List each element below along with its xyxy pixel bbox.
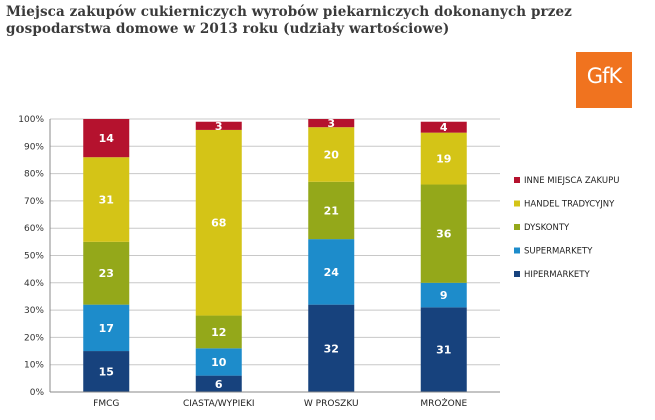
data-label: 3	[215, 120, 223, 133]
bar-segment	[420, 307, 467, 392]
data-label: 19	[436, 153, 451, 166]
bar-segment	[308, 181, 355, 240]
y-tick-label: 30%	[24, 306, 44, 316]
y-tick-label: 100%	[18, 115, 44, 125]
y-tick-label: 90%	[24, 142, 44, 152]
bar-segment	[195, 375, 242, 392]
bar-segment	[308, 119, 355, 128]
data-label: 3	[327, 117, 335, 130]
x-tick-label: W PROSZKU	[304, 399, 359, 409]
y-tick-label: 50%	[24, 252, 44, 262]
y-tick-label: 70%	[24, 197, 44, 207]
bar-segment	[308, 239, 355, 305]
bar-segment	[420, 282, 467, 308]
chart-title: Miejsca zakupów cukierniczych wyrobów pi…	[6, 4, 572, 37]
bar-segment	[195, 315, 242, 349]
gfk-logo: GfK	[576, 52, 632, 108]
data-label: 36	[436, 228, 452, 241]
legend-swatch	[514, 200, 520, 207]
x-tick-label: FMCG	[93, 399, 119, 409]
data-label: 24	[324, 266, 340, 279]
legend-label: HIPERMARKETY	[524, 270, 590, 280]
legend-label: SUPERMARKETY	[524, 247, 593, 257]
y-tick-label: 40%	[24, 279, 44, 289]
legend-swatch	[514, 247, 520, 254]
bar-segment	[83, 304, 130, 352]
y-axis: 0% 10% 20% 30% 40% 50% 60% 70% 80% 90% 100%	[18, 115, 51, 398]
data-label: 17	[99, 322, 114, 335]
x-axis: FMCG CIASTA/WYPIEKI W PROSZKU MROŻONE	[50, 391, 500, 409]
gfk-logo-text: GfK	[586, 64, 622, 88]
legend-label: DYSKONTY	[524, 223, 570, 233]
data-label: 32	[324, 342, 339, 355]
bar-segment	[420, 121, 467, 133]
x-tick-label: MROŻONE	[420, 398, 467, 409]
legend-swatch	[514, 271, 520, 277]
legend: INNE MIEJSCA ZAKUPU HANDEL TRADYCYJNY DYSK…	[514, 176, 619, 280]
bar-segment	[83, 119, 130, 158]
y-tick-label: 0%	[30, 388, 45, 398]
data-label: 12	[211, 326, 226, 339]
y-tick-label: 20%	[24, 333, 44, 343]
data-label: 6	[215, 378, 223, 391]
data-label: 15	[99, 366, 114, 379]
legend-swatch	[514, 224, 520, 230]
data-label: 68	[211, 217, 226, 230]
data-label: 31	[436, 344, 451, 357]
data-label: 20	[324, 148, 340, 161]
legend-label: HANDEL TRADYCYJNY	[524, 200, 615, 210]
data-label: 4	[440, 121, 448, 134]
bar-segment	[83, 157, 130, 242]
data-label: 31	[99, 194, 114, 207]
data-label: 14	[99, 132, 115, 145]
data-label: 23	[99, 267, 114, 280]
bar-segment	[195, 348, 242, 376]
bar-segment	[308, 127, 355, 182]
data-label: 9	[440, 289, 448, 302]
data-label: 21	[324, 204, 339, 217]
bar-segment	[83, 241, 130, 305]
bars: 15 17 23 31 14 6 10 12 68 3 32 24 21 20 3 31 9 36 19 4	[83, 117, 467, 392]
y-tick-label: 80%	[24, 170, 44, 180]
x-tick-label: CIASTA/WYPIEKI	[183, 399, 255, 409]
y-tick-label: 60%	[24, 224, 44, 234]
bar-segment	[308, 304, 355, 392]
bar-segment	[420, 184, 467, 283]
bar-segment	[420, 132, 467, 185]
bar-segment	[83, 351, 130, 392]
bar-segment	[195, 129, 242, 316]
legend-swatch	[514, 177, 520, 183]
legend-label: INNE MIEJSCA ZAKUPU	[524, 176, 619, 186]
y-tick-label: 10%	[24, 361, 44, 371]
bar-segment	[195, 121, 242, 130]
data-label: 10	[211, 356, 227, 369]
